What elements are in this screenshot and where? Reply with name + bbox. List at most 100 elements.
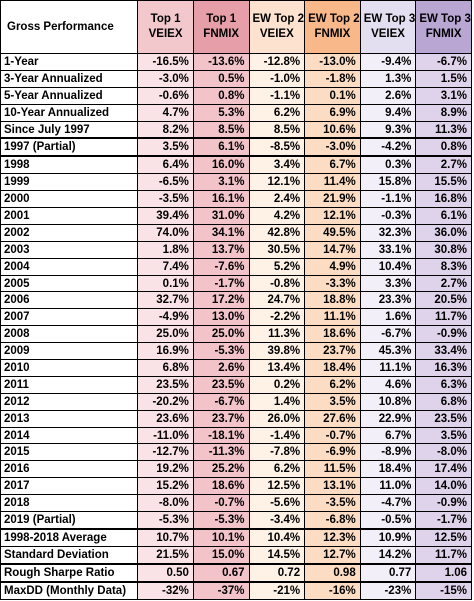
value-cell: 25.0% xyxy=(192,325,250,344)
value-cell: 4.6% xyxy=(359,375,417,394)
value-cell: 6.8% xyxy=(137,359,194,377)
value-cell: 0.72 xyxy=(248,562,306,583)
value-cell: 11.3% xyxy=(415,120,472,139)
value-cell: 6.2% xyxy=(304,375,361,394)
value-cell: 3.5% xyxy=(304,392,361,411)
table-row: 1998-2018 Average 10.7% 10.1% 10.4% 12.3% 10.… xyxy=(0,527,472,547)
value-cell: -5.3% xyxy=(192,342,250,361)
value-cell: -5.3% xyxy=(192,511,250,530)
value-cell: -0.7% xyxy=(192,494,250,513)
value-cell: -6.7% xyxy=(415,53,472,71)
value-cell: 15.0% xyxy=(192,545,250,565)
row-label: 1997 (Partial) xyxy=(0,137,139,157)
value-cell: -8.0% xyxy=(137,494,194,513)
value-cell: -5.6% xyxy=(248,494,306,513)
value-cell: 13.1% xyxy=(304,477,361,496)
row-label: 2005 xyxy=(0,274,139,293)
row-label: 5-Year Annualized xyxy=(0,86,139,105)
value-cell: 10.8% xyxy=(359,392,417,411)
value-cell: 17.4% xyxy=(415,460,472,479)
value-cell: 11.3% xyxy=(248,325,306,344)
row-label: 2018 xyxy=(0,494,139,513)
value-cell: 10.6% xyxy=(304,120,361,139)
row-label: 2013 xyxy=(0,409,139,428)
value-cell: 30.5% xyxy=(248,240,306,259)
value-cell: -16.5% xyxy=(137,53,194,71)
value-cell: 42.8% xyxy=(248,223,306,242)
value-cell: -8.9% xyxy=(359,443,417,462)
value-cell: 31.0% xyxy=(192,207,250,225)
value-cell: -12.8% xyxy=(248,53,306,71)
row-label: 2012 xyxy=(0,392,139,411)
value-cell: 16.1% xyxy=(192,190,250,209)
row-label: 2002 xyxy=(0,223,139,242)
value-cell: 1.5% xyxy=(415,69,472,88)
value-cell: 12.5% xyxy=(415,527,472,547)
value-cell: 23.5% xyxy=(192,375,250,394)
value-cell: 0.8% xyxy=(192,86,250,105)
value-cell: -2.2% xyxy=(248,308,306,327)
value-cell: 6.8% xyxy=(415,392,472,411)
value-cell: 0.77 xyxy=(359,562,417,583)
row-label: 2011 xyxy=(0,375,139,394)
table-row: 2007 -4.9% 13.0% -2.2% 11.1% 1.6% 11.7% xyxy=(0,308,472,327)
row-label: 2010 xyxy=(0,359,139,377)
value-cell: 0.2% xyxy=(248,375,306,394)
row-label: 1999 xyxy=(0,173,139,192)
row-label: 2015 xyxy=(0,443,139,462)
value-cell: 12.1% xyxy=(304,207,361,225)
table-row: Rough Sharpe Ratio 0.50 0.67 0.72 0.98 0.77 1.… xyxy=(0,562,472,583)
value-cell: 2.7% xyxy=(415,274,472,293)
value-cell: 23.7% xyxy=(304,342,361,361)
value-cell: 23.6% xyxy=(137,409,194,428)
value-cell: 10.4% xyxy=(248,527,306,547)
row-label: 2008 xyxy=(0,325,139,344)
value-cell: 8.2% xyxy=(137,120,194,139)
value-cell: 19.2% xyxy=(137,460,194,479)
value-cell: 0.3% xyxy=(359,155,417,175)
value-cell: -23% xyxy=(359,580,417,600)
value-cell: 21.5% xyxy=(137,545,194,565)
value-cell: -1.4% xyxy=(248,426,306,445)
value-cell: 12.5% xyxy=(248,477,306,496)
value-cell: 12.3% xyxy=(304,527,361,547)
row-label: 2006 xyxy=(0,291,139,310)
value-cell: -3.5% xyxy=(304,494,361,513)
value-cell: -0.7% xyxy=(304,426,361,445)
row-label: Since July 1997 xyxy=(0,120,139,139)
value-cell: 14.2% xyxy=(359,545,417,565)
value-cell: 39.8% xyxy=(248,342,306,361)
row-label: MaxDD (Monthly Data) xyxy=(0,580,139,600)
table-row: 2013 23.6% 23.7% 26.0% 27.6% 22.9% 23.5% xyxy=(0,409,472,428)
table-row: 2010 6.8% 2.6% 13.4% 18.4% 11.1% 16.3% xyxy=(0,359,472,377)
value-cell: 1.6% xyxy=(359,308,417,327)
value-cell: 49.5% xyxy=(304,223,361,242)
value-cell: 32.7% xyxy=(137,291,194,310)
value-cell: 6.1% xyxy=(192,137,250,157)
value-cell: -6.7% xyxy=(359,325,417,344)
value-cell: 10.1% xyxy=(192,527,250,547)
value-cell: 32.3% xyxy=(359,223,417,242)
table-row: 2018 -8.0% -0.7% -5.6% -3.5% -4.7% -0.9% xyxy=(0,494,472,513)
value-cell: 0.5% xyxy=(192,69,250,88)
value-cell: -7.6% xyxy=(192,257,250,276)
value-cell: 9.3% xyxy=(359,120,417,139)
column-header-top1-fnmix: Top 1 FNMIX xyxy=(192,0,250,54)
table-row: 2006 32.7% 17.2% 24.7% 18.8% 23.3% 20.5% xyxy=(0,291,472,310)
column-header-ew-top2-veiex: EW Top 2 VEIEX xyxy=(248,0,306,54)
value-cell: -4.7% xyxy=(359,494,417,513)
value-cell: 6.7% xyxy=(359,426,417,445)
value-cell: 14.5% xyxy=(248,545,306,565)
value-cell: -3.3% xyxy=(304,274,361,293)
header-row: Gross Performance Top 1 VEIEX Top 1 FNMIX … xyxy=(0,0,472,54)
value-cell: -37% xyxy=(192,580,250,600)
value-cell: 23.3% xyxy=(359,291,417,310)
table-row: 2017 15.2% 18.6% 12.5% 13.1% 11.0% 14.0% xyxy=(0,477,472,496)
value-cell: 18.6% xyxy=(304,325,361,344)
value-cell: 11.0% xyxy=(359,477,417,496)
table-row: 2011 23.5% 23.5% 0.2% 6.2% 4.6% 6.3% xyxy=(0,375,472,394)
value-cell: 4.9% xyxy=(304,257,361,276)
value-cell: -32% xyxy=(137,580,194,600)
table-row: Standard Deviation 21.5% 15.0% 14.5% 12.7% 14… xyxy=(0,545,472,565)
